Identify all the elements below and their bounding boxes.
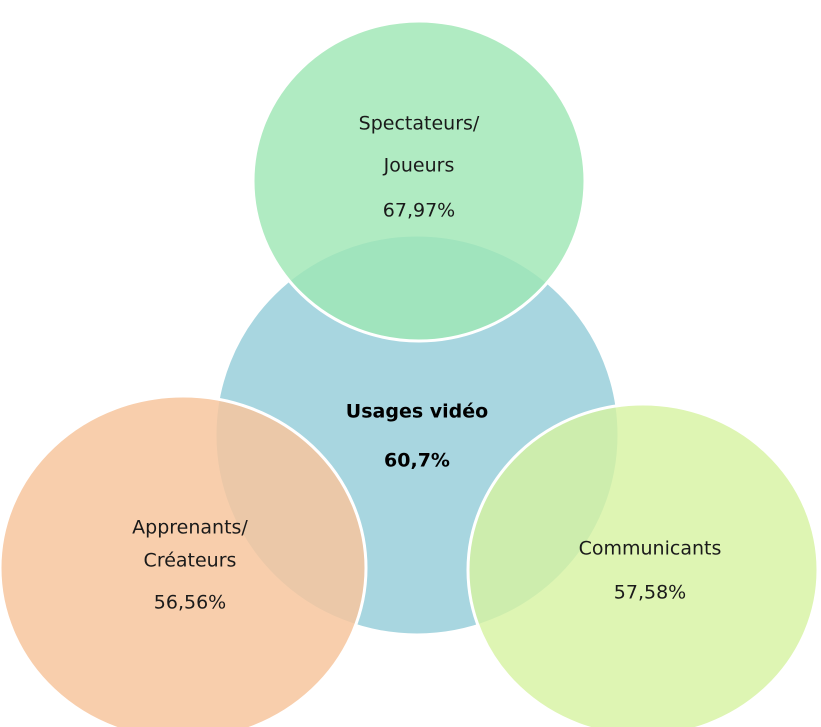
node-label: Créateurs bbox=[144, 550, 237, 572]
top-circle bbox=[251, 19, 587, 343]
node-label: Spectateurs/ bbox=[359, 113, 480, 135]
left-circle bbox=[0, 394, 368, 727]
node-value: 67,97% bbox=[383, 200, 455, 222]
node-label: Usages vidéo bbox=[346, 401, 488, 423]
node-value: 57,58% bbox=[614, 582, 686, 604]
right-circle bbox=[466, 402, 820, 727]
node-value: 60,7% bbox=[384, 450, 450, 472]
node-label: Apprenants/ bbox=[132, 517, 248, 539]
node-value: 56,56% bbox=[154, 592, 226, 614]
node-label: Joueurs bbox=[383, 155, 455, 177]
node-label: Communicants bbox=[579, 538, 722, 560]
